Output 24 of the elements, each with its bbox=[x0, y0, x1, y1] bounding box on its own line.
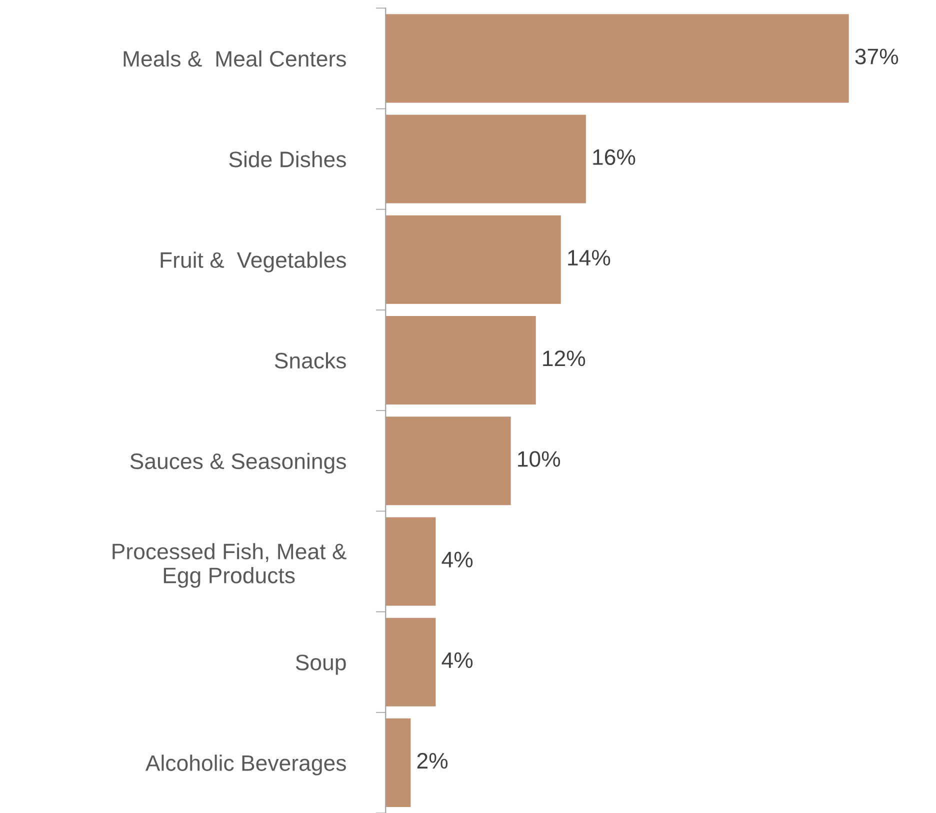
y-tick-label: Sauces & Seasonings bbox=[130, 452, 346, 474]
data-label: 2% bbox=[417, 752, 448, 769]
bar bbox=[386, 618, 436, 706]
data-label: 37% bbox=[855, 48, 898, 64]
bar bbox=[386, 215, 561, 304]
y-tick-label: Fruit & Vegetables bbox=[160, 252, 346, 272]
y-tick-label: Soup bbox=[296, 654, 346, 675]
bar bbox=[386, 14, 849, 103]
data-label: 4% bbox=[442, 652, 473, 668]
y-tick-label: Snacks bbox=[274, 352, 346, 369]
y-tick-label: Alcoholic Beverages bbox=[145, 754, 346, 776]
data-label: 16% bbox=[593, 149, 636, 166]
y-tick-label: Side Dishes bbox=[229, 150, 346, 168]
y-tick-label: Meals & Meal Centers bbox=[124, 50, 346, 67]
y-tick-label: Processed Fish, Meat & Egg Products bbox=[112, 543, 346, 588]
data-label: 14% bbox=[568, 250, 610, 266]
bar bbox=[386, 316, 536, 405]
data-label: 10% bbox=[518, 451, 560, 467]
bar bbox=[386, 517, 436, 606]
data-label: 4% bbox=[442, 552, 473, 568]
bar bbox=[386, 718, 411, 807]
bar bbox=[386, 114, 586, 204]
bar bbox=[386, 416, 511, 506]
data-label: 12% bbox=[543, 350, 586, 366]
